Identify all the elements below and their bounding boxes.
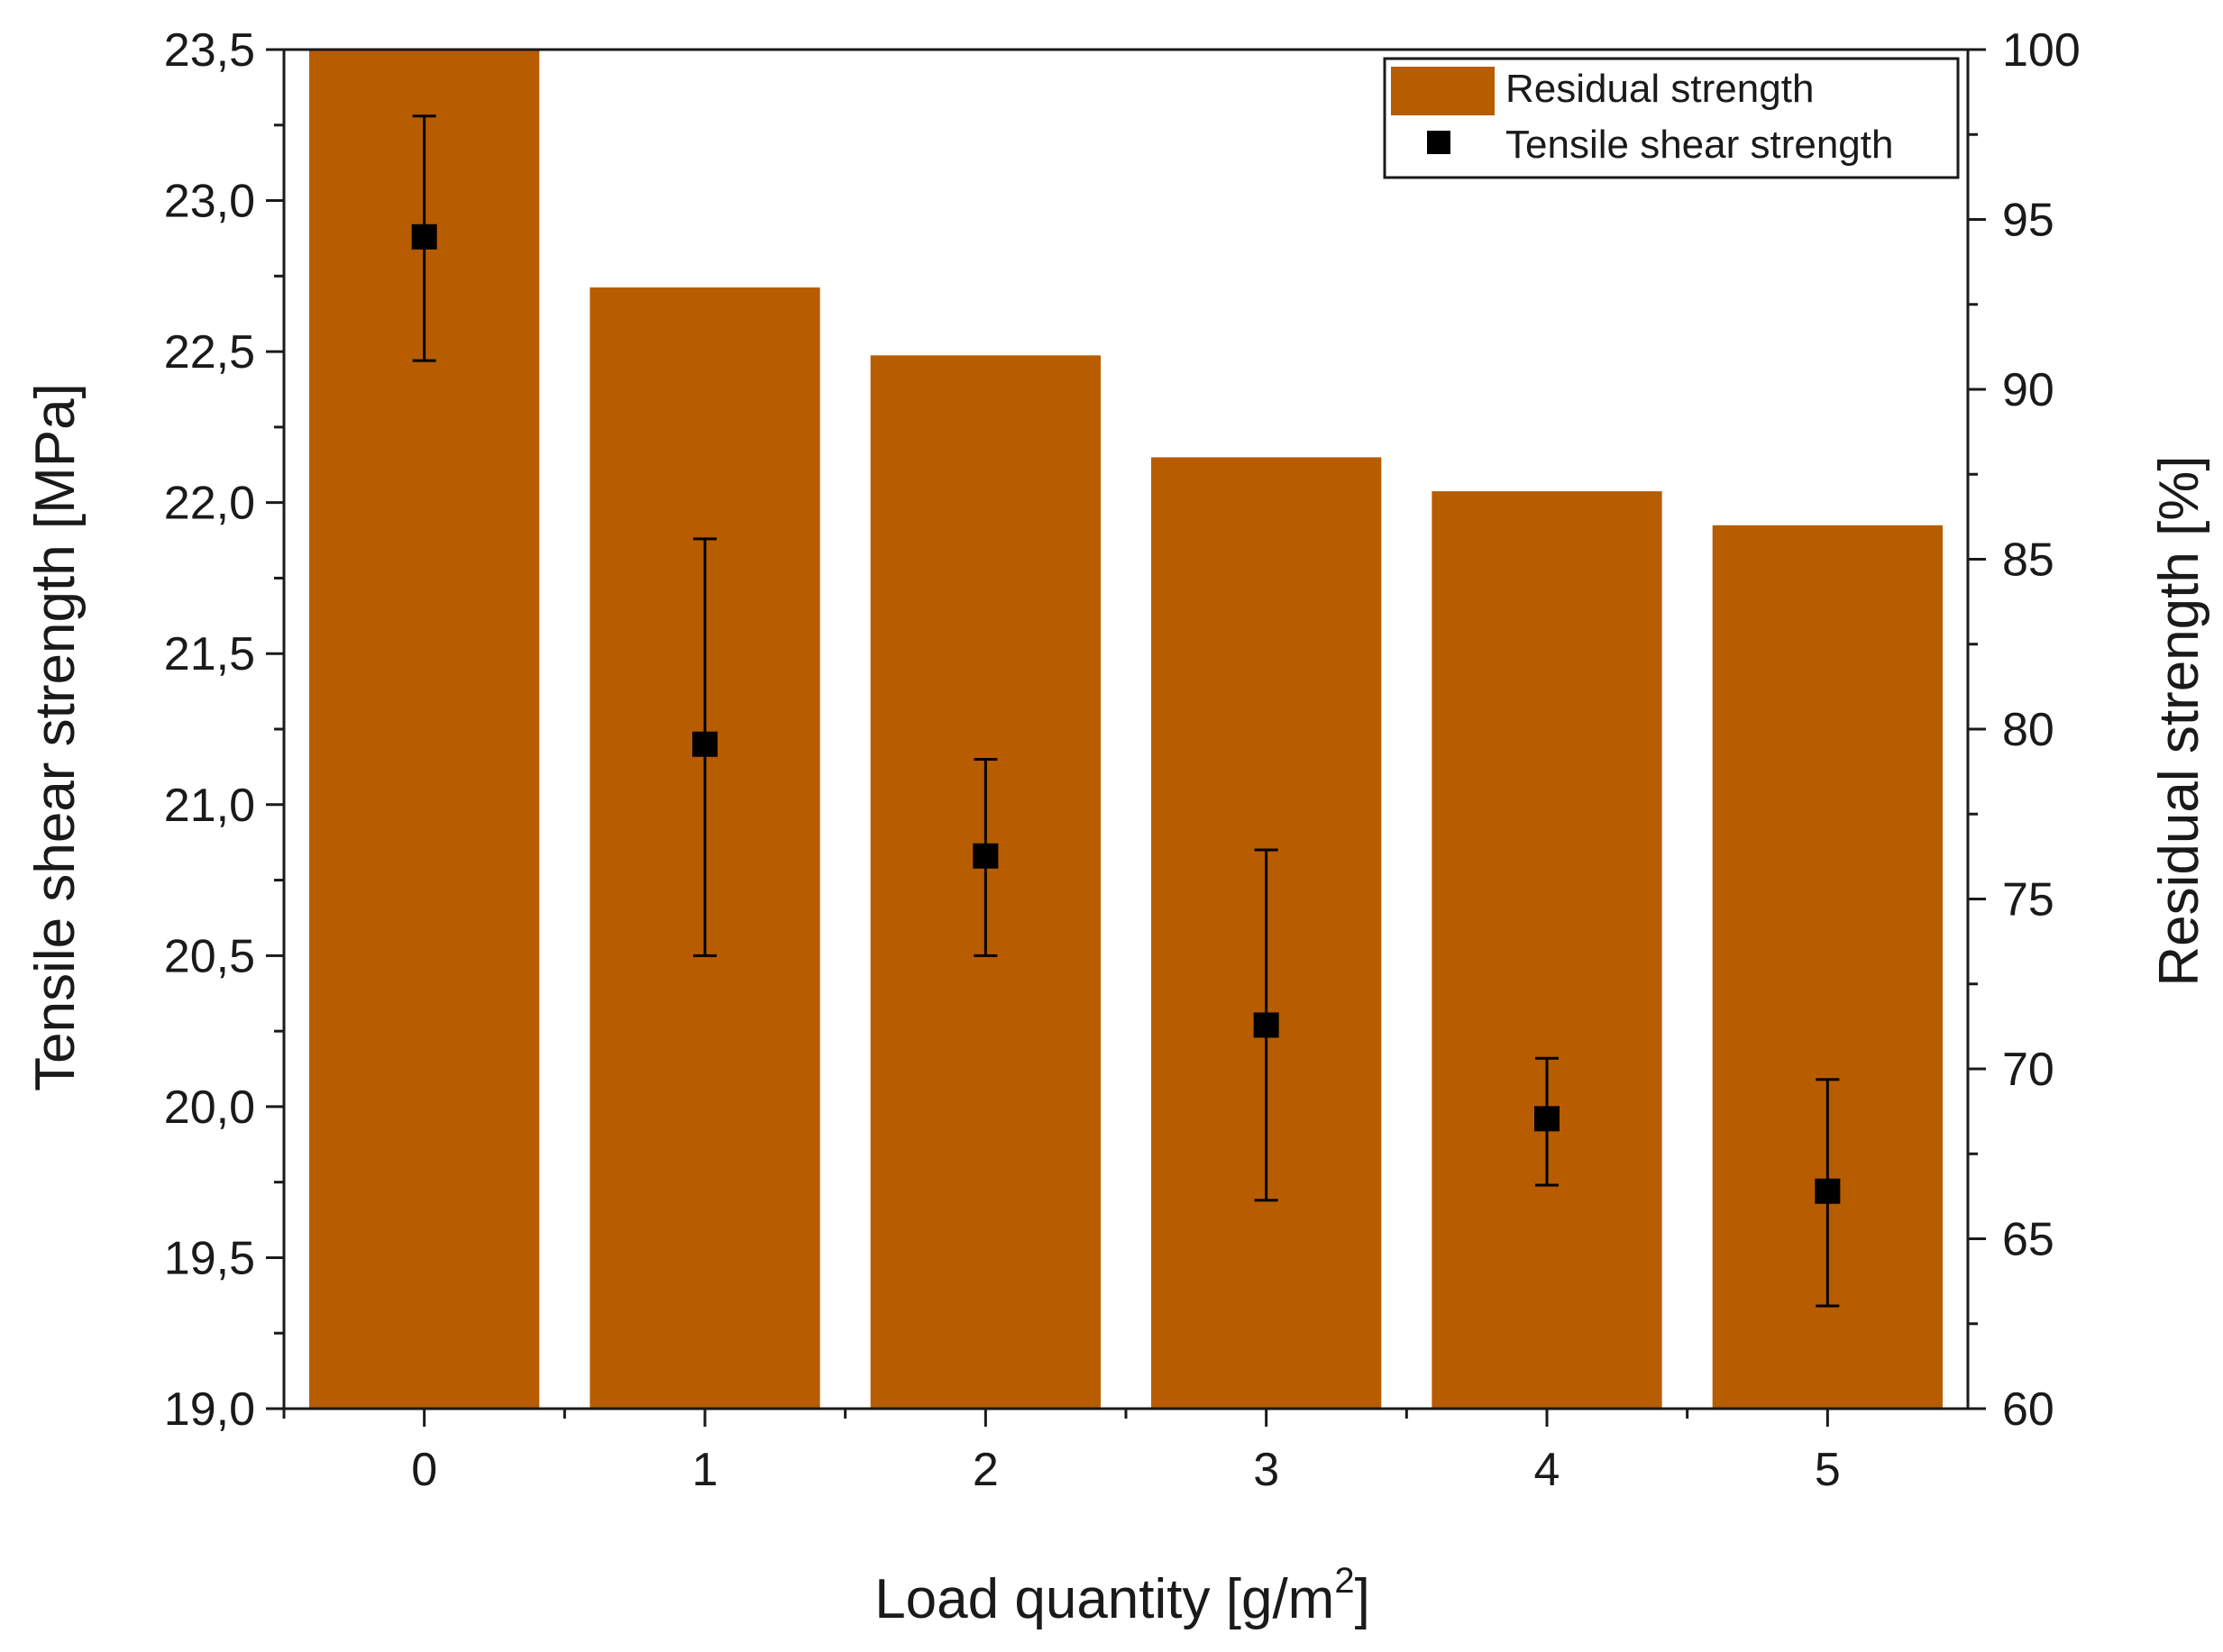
right-tick-label: 90 <box>2002 364 2054 416</box>
left-tick-label: 23,0 <box>164 176 255 228</box>
data-point-2 <box>973 843 999 869</box>
data-point-0 <box>411 224 437 250</box>
x-tick-label: 1 <box>692 1444 718 1496</box>
left-axis-title: Tensile shear strength [MPa] <box>24 383 87 1091</box>
right-tick-label: 70 <box>2002 1044 2054 1096</box>
left-axis: 19,0 19,5 20,0 20,5 21,0 21,5 22,0 22,5 23,0 23,5 <box>164 24 284 1436</box>
x-tick-label: 3 <box>1253 1444 1279 1496</box>
legend-label-tensile-shear-strength: Tensile shear strength <box>1505 123 1893 167</box>
left-tick-label: 21,5 <box>164 628 255 680</box>
right-tick-label: 60 <box>2002 1383 2054 1436</box>
left-tick-label: 23,5 <box>164 24 255 77</box>
legend-square-marker <box>1427 131 1450 154</box>
left-tick-label: 22,5 <box>164 326 255 379</box>
data-point-1 <box>692 731 718 757</box>
x-axis-title: Load quantity [g/m2] <box>874 1561 1370 1630</box>
data-point-5 <box>1815 1178 1841 1204</box>
x-tick-label: 4 <box>1534 1444 1560 1496</box>
right-tick-label: 65 <box>2002 1214 2054 1266</box>
x-tick-label: 5 <box>1815 1444 1841 1496</box>
data-point-4 <box>1534 1106 1560 1132</box>
x-tick-label: 0 <box>411 1444 437 1496</box>
left-tick-label: 21,0 <box>164 780 255 832</box>
right-tick-label: 100 <box>2002 24 2081 77</box>
left-tick-label: 22,0 <box>164 478 255 530</box>
left-tick-label: 20,5 <box>164 930 255 982</box>
x-axis: 0 1 2 3 4 5 <box>282 1409 1841 1496</box>
legend: Residual strength Tensile shear strength <box>1383 57 1960 179</box>
x-axis-title-main: Load quantity [g/m <box>874 1568 1334 1630</box>
data-point-3 <box>1253 1012 1279 1038</box>
bar-4 <box>1432 491 1662 1409</box>
points-layer <box>411 224 1841 1204</box>
left-tick-label: 19,5 <box>164 1232 255 1284</box>
legend-bar-swatch <box>1391 67 1495 115</box>
legend-label-residual-strength: Residual strength <box>1505 67 1814 111</box>
right-axis-title: Residual strength [%] <box>2148 455 2210 986</box>
left-tick-label: 19,0 <box>164 1383 255 1436</box>
right-axis: 60 65 70 75 80 85 90 95 100 <box>1968 24 2081 1436</box>
x-axis-title-superscript: 2 <box>1334 1561 1354 1601</box>
x-axis-title-suffix: ] <box>1355 1568 1370 1630</box>
left-tick-label: 20,0 <box>164 1082 255 1134</box>
right-tick-label: 85 <box>2002 534 2054 587</box>
x-tick-label: 2 <box>973 1444 999 1496</box>
right-tick-label: 75 <box>2002 874 2054 926</box>
right-tick-label: 80 <box>2002 704 2054 756</box>
right-tick-label: 95 <box>2002 195 2054 247</box>
